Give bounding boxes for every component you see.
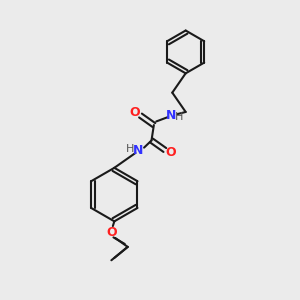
Text: N: N	[133, 144, 143, 157]
Text: H: H	[126, 144, 134, 154]
Text: O: O	[106, 226, 117, 239]
Text: H: H	[175, 112, 183, 122]
Text: O: O	[130, 106, 140, 119]
Text: O: O	[166, 146, 176, 160]
Text: N: N	[166, 109, 177, 122]
